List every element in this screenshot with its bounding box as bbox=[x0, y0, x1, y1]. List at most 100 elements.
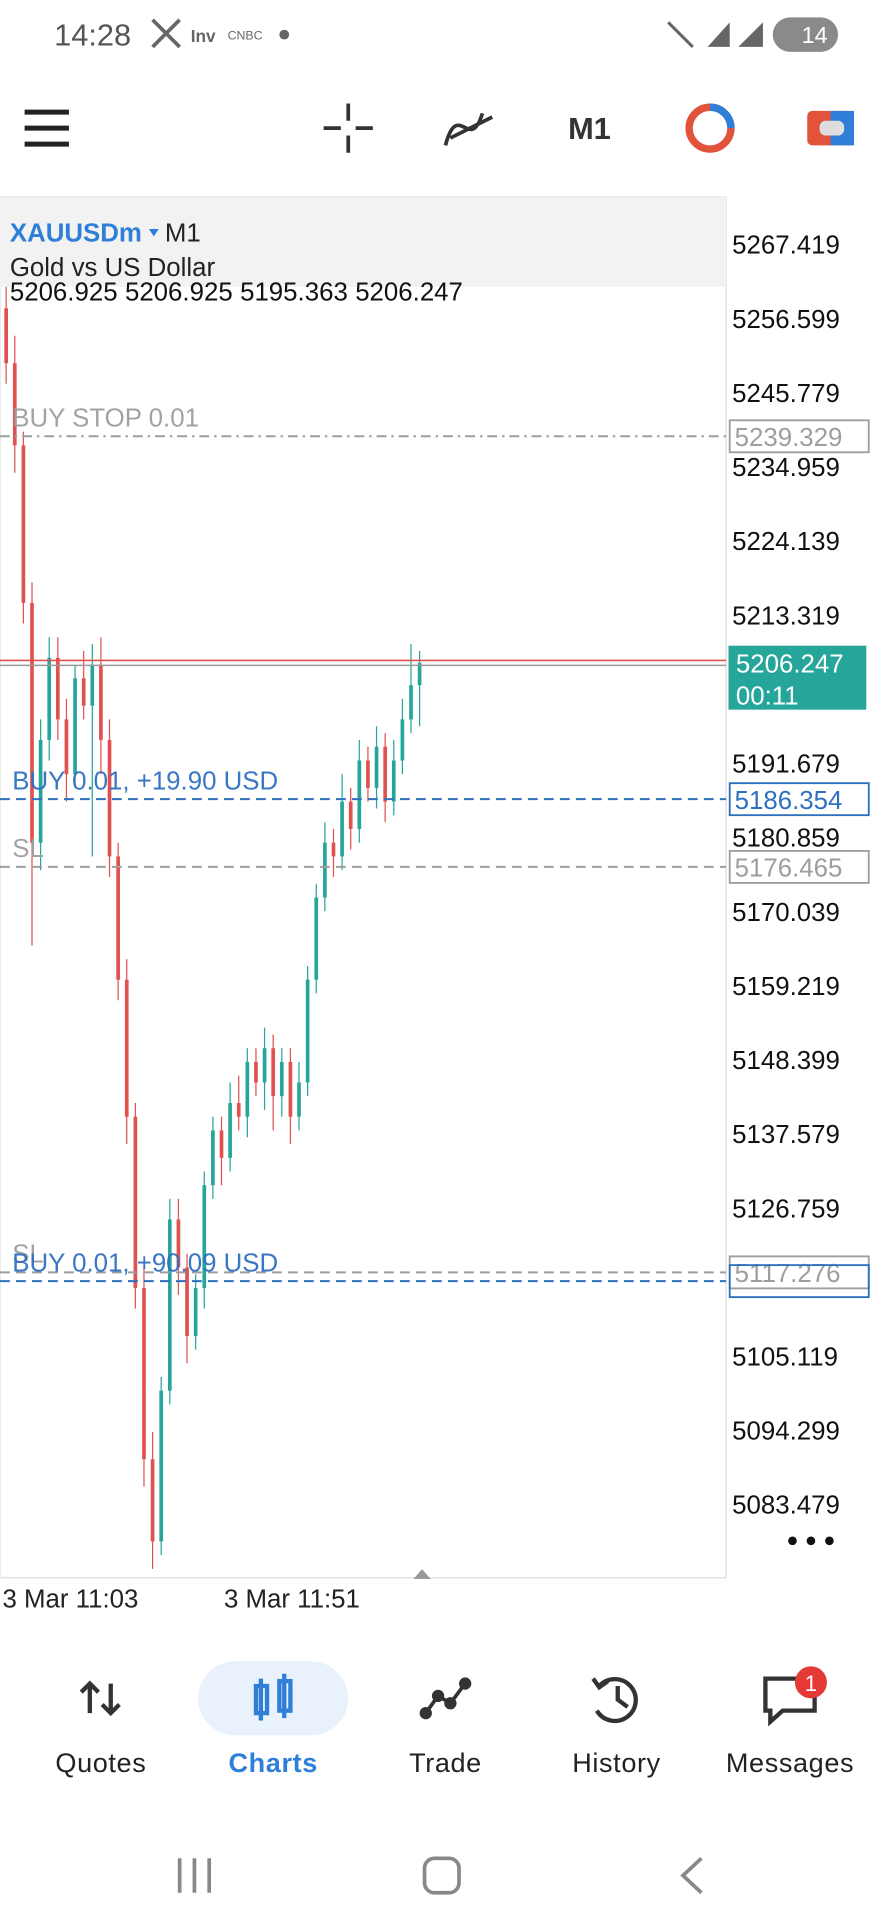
candle-body bbox=[279, 1061, 284, 1097]
current-price: 5206.247 bbox=[736, 651, 844, 679]
candle-body bbox=[366, 760, 370, 788]
y-tick-label: 5234.959 bbox=[732, 454, 840, 482]
nav-item[interactable]: Quotes bbox=[55, 1747, 146, 1778]
candle-body bbox=[193, 1287, 198, 1336]
candle-body bbox=[99, 664, 103, 740]
candle-body bbox=[202, 1185, 207, 1288]
candle-body bbox=[262, 1048, 267, 1083]
candle-body bbox=[245, 1061, 250, 1117]
candle-body bbox=[64, 719, 69, 775]
y-tick-label: 5105.119 bbox=[732, 1344, 838, 1372]
candle-body bbox=[340, 801, 344, 857]
svg-text:CNBC: CNBC bbox=[228, 29, 263, 43]
crosshair-button[interactable] bbox=[323, 103, 373, 153]
candle-body bbox=[133, 1116, 138, 1288]
candle-body bbox=[38, 739, 43, 843]
current-price-box bbox=[728, 645, 867, 710]
y-tick-label: 5213.319 bbox=[732, 602, 840, 630]
timeframe-button[interactable]: M1 bbox=[568, 111, 611, 146]
y-tick-label: 5245.779 bbox=[732, 380, 840, 408]
order-price: 5239.329 bbox=[735, 424, 843, 452]
candle-body bbox=[124, 979, 129, 1117]
y-tick-label: 5137.579 bbox=[732, 1121, 840, 1149]
symbol-description: Gold vs US Dollar bbox=[10, 254, 216, 282]
order-price-box bbox=[728, 419, 870, 454]
order-label: SL bbox=[12, 1241, 44, 1269]
candle-body bbox=[47, 657, 52, 740]
ohlc-value: 5206.925 bbox=[10, 278, 118, 306]
candle-body bbox=[417, 662, 422, 686]
nav-item[interactable]: Charts bbox=[228, 1747, 317, 1778]
ohlc: 5206.925 5206.925 5195.363 5206.247 bbox=[10, 278, 463, 306]
candle-body bbox=[21, 445, 26, 603]
candle-body bbox=[383, 746, 388, 802]
candle-body bbox=[314, 897, 319, 980]
symbol-dropdown[interactable] bbox=[148, 229, 159, 237]
nav-item[interactable]: Messages bbox=[726, 1747, 854, 1778]
chart-area[interactable] bbox=[0, 196, 727, 1579]
candle-body bbox=[107, 739, 112, 857]
nav-item[interactable]: Trade bbox=[409, 1747, 482, 1778]
bottom-nav: Quotes Charts Trade History Messages 1 bbox=[55, 1661, 854, 1778]
y-tick-label: 5094.299 bbox=[732, 1418, 840, 1446]
candle-body bbox=[55, 657, 60, 720]
battery-level: 14 bbox=[802, 22, 828, 48]
candle-body bbox=[228, 1103, 232, 1158]
candle-body bbox=[297, 1082, 301, 1117]
candle-body bbox=[142, 1287, 146, 1460]
candle-body bbox=[331, 842, 336, 857]
order-label: SL bbox=[12, 835, 44, 863]
candle-body bbox=[236, 1103, 241, 1117]
nav-item[interactable]: History bbox=[572, 1747, 661, 1778]
ohlc-value: 5206.925 bbox=[125, 278, 233, 306]
chart-timeframe: M1 bbox=[165, 219, 201, 247]
trade-button[interactable] bbox=[685, 103, 735, 153]
price-axis: 5267.419 5256.599 5245.779 5234.959 5224.139… bbox=[728, 232, 870, 1520]
candle-body bbox=[323, 842, 327, 898]
x-tick-label: 3 Mar 11:51 bbox=[224, 1585, 360, 1613]
candle-body bbox=[176, 1219, 181, 1268]
candle-body bbox=[185, 1267, 189, 1336]
candle-body bbox=[30, 602, 34, 843]
charts-icon bbox=[253, 1673, 293, 1721]
x-tick-label: 3 Mar 11:03 bbox=[2, 1585, 138, 1613]
account-button[interactable] bbox=[807, 110, 855, 146]
symbol[interactable]: XAUUSDm bbox=[10, 219, 142, 247]
candle-body bbox=[12, 363, 17, 446]
candle-body bbox=[288, 1061, 293, 1117]
candle-body bbox=[73, 678, 77, 775]
y-tick-label: 5267.419 bbox=[732, 232, 840, 260]
y-tick-label: 5126.759 bbox=[732, 1195, 840, 1223]
scroll-marker bbox=[413, 1569, 431, 1579]
badge-count: 1 bbox=[805, 1671, 817, 1696]
quotes-icon bbox=[79, 1680, 121, 1717]
order-price: 5176.465 bbox=[735, 855, 843, 883]
bar-timer: 00:11 bbox=[736, 683, 799, 711]
order-price-box bbox=[728, 849, 870, 884]
ohlc-value: 5206.247 bbox=[355, 278, 463, 306]
y-tick-label: 5170.039 bbox=[732, 899, 840, 927]
candle-body bbox=[254, 1061, 258, 1083]
candle-body bbox=[159, 1390, 164, 1542]
order-price-box bbox=[728, 782, 870, 817]
order-price-box bbox=[728, 1264, 870, 1299]
menu-button[interactable] bbox=[24, 109, 69, 147]
y-tick-label: 5191.679 bbox=[732, 751, 840, 779]
candle-body bbox=[374, 746, 379, 788]
indicators-button[interactable] bbox=[443, 112, 494, 146]
svg-text:Inv: Inv bbox=[191, 26, 216, 46]
system-nav bbox=[177, 1856, 703, 1895]
y-tick-label: 5180.859 bbox=[732, 825, 840, 853]
more-button[interactable] bbox=[788, 1536, 834, 1546]
candle-body bbox=[219, 1130, 224, 1158]
candle-body bbox=[400, 719, 405, 761]
y-tick-label: 5224.139 bbox=[732, 528, 840, 556]
y-tick-label: 5256.599 bbox=[732, 306, 840, 334]
candle-body bbox=[348, 801, 353, 829]
candle-body bbox=[81, 678, 86, 706]
candle-body bbox=[409, 685, 413, 720]
candle-body bbox=[391, 760, 396, 802]
